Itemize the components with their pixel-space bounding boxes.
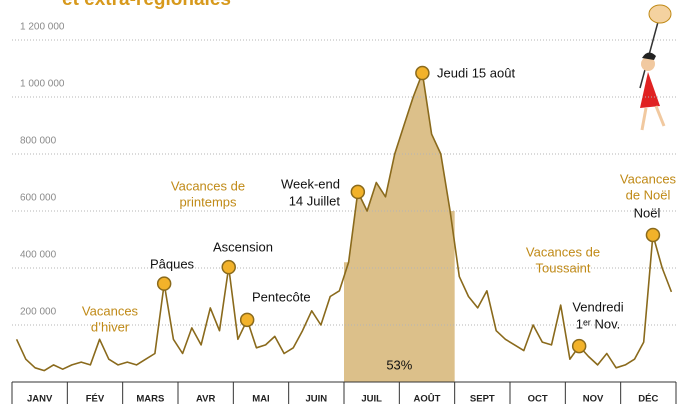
period-label: Vacances de [526, 244, 600, 259]
y-tick-label: 1 000 000 [20, 79, 65, 90]
annotation-marker [645, 227, 661, 243]
illustration [639, 4, 672, 131]
annotation-label: Vendredi [572, 299, 623, 314]
y-tick-label: 200 000 [20, 307, 57, 318]
annotation-label: Ascension [213, 239, 273, 254]
data-line [15, 72, 673, 372]
period-label: d’hiver [91, 319, 130, 334]
annotation-marker [239, 312, 255, 328]
x-tick-label: SEPT [470, 394, 495, 405]
x-tick-label: FÉV [86, 394, 105, 405]
period-label: Vacances [82, 303, 139, 318]
annotation-label: Pentecôte [252, 289, 311, 304]
annotation-label: Noël [634, 205, 661, 220]
x-tick-label: JUIN [306, 394, 328, 405]
x-tick-label: MAI [252, 394, 269, 405]
period-label: printemps [179, 194, 237, 209]
y-tick-label: 400 000 [20, 250, 57, 261]
period-label: de Noël [626, 187, 671, 202]
y-tick-label: 800 000 [20, 136, 57, 147]
period-label: Toussaint [536, 260, 591, 275]
annotation-label: Jeudi 15 août [437, 65, 515, 80]
annotation-label: 1ᵉʳ Nov. [576, 316, 621, 331]
y-tick-label: 1 200 000 [20, 22, 65, 33]
period-label: Vacances [620, 171, 677, 186]
highlight-area [344, 73, 455, 382]
y-tick-label: 600 000 [20, 193, 57, 204]
x-tick-label: AOÛT [414, 393, 441, 405]
x-tick-label: OCT [528, 394, 548, 405]
x-tick-label: JUIL [361, 394, 382, 405]
x-tick-label: DÉC [638, 394, 658, 405]
x-tick-label: AVR [196, 394, 215, 405]
annotation-label: Pâques [150, 256, 195, 271]
annotation-label: Week-end [281, 176, 340, 191]
annotation-marker [221, 259, 236, 275]
highlight-label: 53% [386, 357, 412, 372]
annotation-marker [571, 338, 587, 354]
annotation-marker [156, 276, 172, 291]
annotation-marker [350, 184, 366, 200]
annotation-label: 14 Juillet [289, 193, 341, 208]
period-label: Vacances de [171, 178, 245, 193]
chart-title: et extra-régionales [62, 0, 231, 10]
x-tick-label: MARS [136, 394, 164, 405]
x-tick-label: NOV [583, 394, 604, 405]
annotation-marker [415, 65, 430, 81]
x-tick-label: JANV [27, 394, 53, 405]
